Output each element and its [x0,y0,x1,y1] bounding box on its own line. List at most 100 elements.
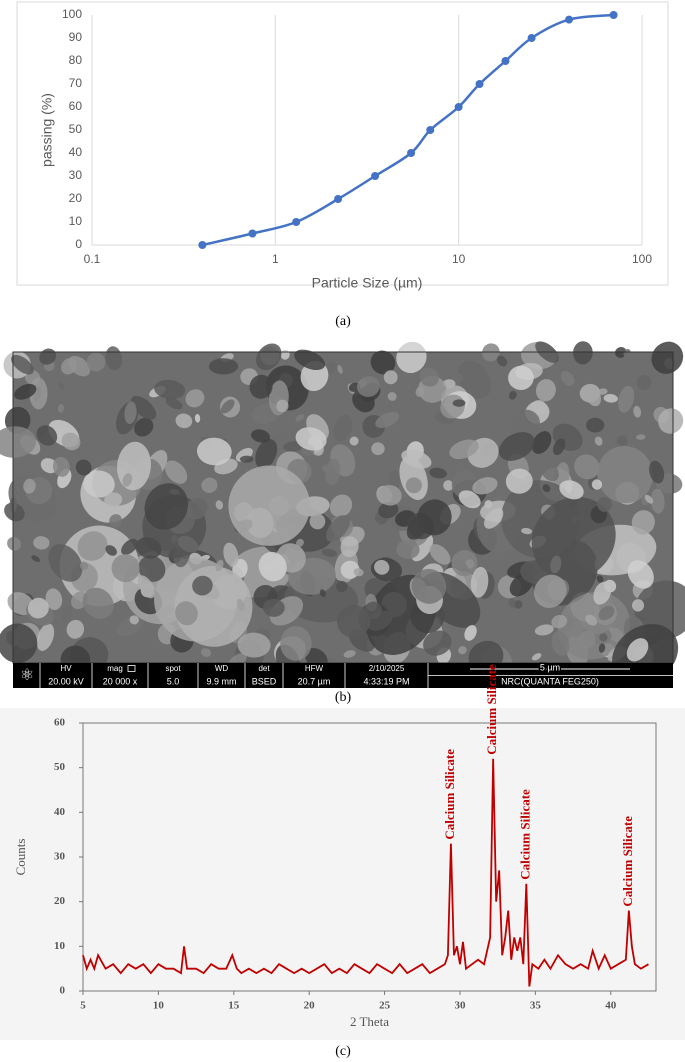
data-point [501,57,510,65]
sem-particle [36,425,58,446]
sem-particle [650,488,665,514]
y-tick-label: 30 [54,851,66,863]
sem-particle [337,604,371,638]
y-tick-label: 10 [69,214,83,228]
sem-particle [585,614,598,626]
sem-particle [534,624,554,636]
sem-particle [33,536,50,550]
x-tick-label: 20 [304,1000,316,1012]
y-tick-label: 70 [69,76,83,90]
sem-particle [185,389,205,408]
sem-particle [513,600,523,609]
y-tick-label: 10 [54,940,66,952]
sem-particle [200,648,212,657]
sem-particle [510,409,540,438]
sem-particle [75,459,92,476]
sem-particle [23,478,36,494]
sem-particle [542,484,551,493]
sem-particle [633,405,642,418]
sem-particle [340,536,359,558]
sem-particle [121,538,138,555]
sem-particle [144,483,189,530]
sem-particle [560,371,575,386]
sem-particle [383,370,398,385]
x-tick-label: 0.1 [84,252,101,266]
sem-particle [449,439,479,460]
sem-particle [137,575,156,599]
sem-particle [0,426,37,458]
databar-label: det [258,664,270,673]
sem-particle [378,501,399,519]
sem-particle [66,619,85,639]
scale-bar-label: 5 µm [540,662,560,672]
sem-particle [177,535,199,553]
sem-particle [45,588,63,611]
sem-particle [194,414,201,423]
data-point [407,149,416,157]
sem-particle [122,473,133,487]
sem-particle [57,381,65,390]
y-tick-label: 100 [62,7,82,21]
sem-particle [584,385,602,407]
sem-particle [598,605,615,621]
sem-particle [505,468,533,494]
databar-value: 9.9 mm [206,676,236,686]
databar-label: 2/10/2025 [369,664,405,673]
plot-frame [82,722,657,992]
sem-particle [237,632,271,658]
sem-particle [452,399,466,407]
sem-particle [251,429,270,443]
sem-particle [618,385,635,413]
chart: 5 10 15 20 25 30 35 40 0 10 20 30 40 50 60 2 Theta Count… [13,664,657,1059]
sem-particle [228,465,311,546]
sem-particle [336,580,348,593]
sem-particle [124,401,137,424]
sem-particle [632,599,645,612]
sem-particle [451,470,478,498]
y-tick-label: 0 [75,237,82,251]
sem-particle [165,397,183,410]
y-tick-label: 80 [69,53,83,67]
sem-particle [375,411,400,428]
chart-a-frame [16,1,669,286]
databar-value: 20 000 x [103,676,138,686]
sem-particle [405,477,422,494]
sem-particle [294,349,326,371]
sem-particle [597,388,608,395]
sem-particle [154,379,186,400]
sem-particle [406,515,428,540]
sem-particle [626,638,649,662]
x-tick-label: 30 [454,1000,466,1012]
sem-particle [239,455,254,463]
sem-particle [636,434,646,440]
sem-particle [321,548,338,557]
data-point [292,218,301,226]
sem-particle [496,355,508,367]
sem-particle [0,623,38,663]
sem-particle [396,540,420,559]
sem-particle [349,436,359,446]
sem-particle [319,589,326,598]
sem-particle [415,386,425,397]
sem-particle [215,559,224,572]
y-tick-label: 20 [69,191,83,205]
x-tick-label: 10 [153,1000,165,1012]
sem-particle [531,653,542,661]
sem-particle [457,360,492,399]
caption: (b) [335,690,352,705]
sem-particle [337,365,343,374]
y-tick-label: 30 [69,168,83,182]
sem-particle [329,494,353,518]
sem-particle [574,454,600,480]
sem-particle [36,623,55,651]
sem-particle [598,643,606,653]
sem-particle [356,376,380,397]
sem-particle [658,408,684,434]
sem-particle [175,601,198,626]
sem-particle [104,492,123,508]
x-tick-label: 35 [530,1000,542,1012]
sem-particle [617,435,628,447]
data-point [475,80,484,88]
sem-particle [377,484,402,506]
sem-particle [649,460,665,484]
